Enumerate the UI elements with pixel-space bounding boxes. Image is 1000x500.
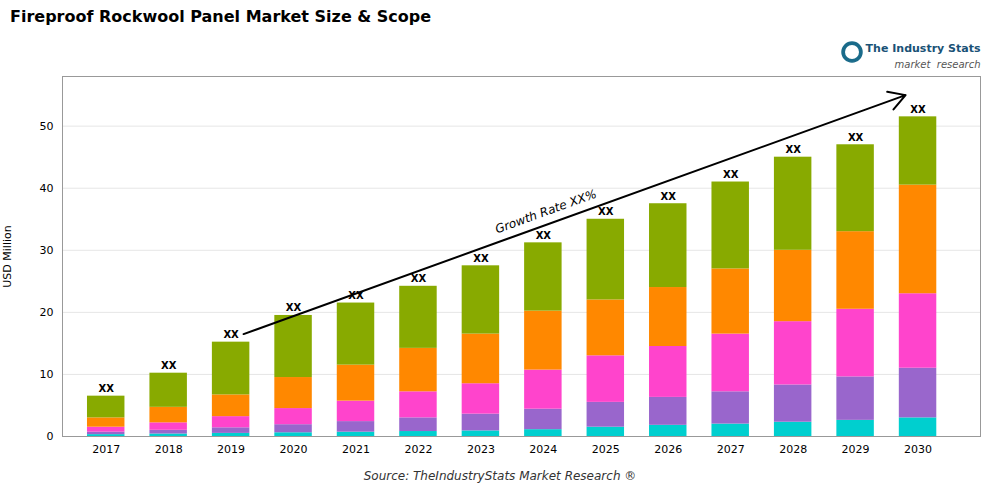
svg-text:Growth Rate XX%: Growth Rate XX%: [493, 187, 598, 237]
svg-text:30: 30: [40, 244, 54, 257]
svg-text:2030: 2030: [904, 443, 932, 456]
svg-text:20: 20: [40, 306, 54, 319]
svg-text:2028: 2028: [779, 443, 807, 456]
svg-text:XX: XX: [785, 144, 801, 155]
svg-text:2026: 2026: [654, 443, 682, 456]
svg-text:2022: 2022: [404, 443, 432, 456]
svg-text:XX: XX: [848, 132, 864, 143]
svg-text:40: 40: [40, 182, 54, 195]
svg-text:XX: XX: [99, 383, 115, 394]
svg-text:XX: XX: [910, 104, 926, 115]
svg-text:The Industry Stats: The Industry Stats: [866, 42, 981, 55]
svg-text:2024: 2024: [529, 443, 557, 456]
svg-text:XX: XX: [723, 169, 739, 180]
svg-text:USD Million: USD Million: [1, 225, 14, 287]
svg-text:XX: XX: [223, 329, 239, 340]
svg-text:10: 10: [40, 368, 54, 381]
svg-text:market research: market research: [895, 59, 981, 70]
svg-text:2019: 2019: [217, 443, 245, 456]
svg-text:XX: XX: [411, 273, 427, 284]
html-text:Source: TheIndustryStats Marke: Source: TheIndustryStats Market Research…: [363, 469, 637, 483]
svg-text:0: 0: [47, 430, 54, 443]
svg-text:2017: 2017: [92, 443, 120, 456]
svg-text:2023: 2023: [467, 443, 495, 456]
svg-text:2025: 2025: [592, 443, 620, 456]
svg-text:XX: XX: [161, 360, 177, 371]
svg-text:XX: XX: [348, 290, 364, 302]
svg-text:2018: 2018: [155, 443, 183, 456]
svg-text:XX: XX: [661, 191, 677, 202]
svg-text:XX: XX: [286, 302, 302, 313]
svg-text:2027: 2027: [717, 443, 745, 456]
svg-text:2029: 2029: [842, 443, 870, 456]
svg-text:2020: 2020: [280, 443, 308, 456]
svg-text:XX: XX: [536, 230, 552, 241]
html-text:Fireproof Rockwool Panel Marke: Fireproof Rockwool Panel Market Size & S…: [10, 7, 432, 26]
svg-text:2021: 2021: [342, 443, 370, 456]
svg-text:50: 50: [40, 120, 54, 133]
svg-text:XX: XX: [598, 206, 614, 217]
svg-text:XX: XX: [473, 253, 489, 264]
